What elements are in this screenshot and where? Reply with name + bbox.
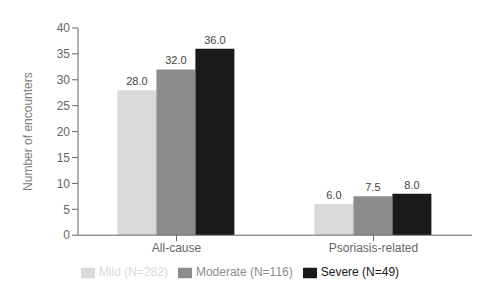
svg-text:0: 0 xyxy=(63,228,70,242)
svg-text:Number of encounters: Number of encounters xyxy=(21,72,35,191)
svg-text:15: 15 xyxy=(57,151,71,165)
svg-text:5: 5 xyxy=(63,203,70,217)
html-text:Severe (N=49): Severe (N=49) xyxy=(320,265,400,280)
svg-text:36.0: 36.0 xyxy=(204,34,225,46)
svg-text:30: 30 xyxy=(57,73,71,87)
html-text:Moderate (N=116): Moderate (N=116) xyxy=(195,265,293,280)
svg-text:32.0: 32.0 xyxy=(165,54,186,66)
svg-text:28.0: 28.0 xyxy=(126,75,147,87)
svg-text:20: 20 xyxy=(57,125,71,139)
svg-text:40: 40 xyxy=(57,21,71,35)
html-text:Mild (N=282): Mild (N=282) xyxy=(98,265,168,280)
svg-text:8.0: 8.0 xyxy=(404,179,419,191)
svg-text:7.5: 7.5 xyxy=(365,181,380,193)
svg-text:All-cause: All-cause xyxy=(152,241,202,255)
svg-text:Psoriasis-related: Psoriasis-related xyxy=(329,241,418,255)
svg-text:6.0: 6.0 xyxy=(326,189,341,201)
svg-text:25: 25 xyxy=(57,99,71,113)
svg-text:35: 35 xyxy=(57,47,71,61)
svg-text:10: 10 xyxy=(57,177,71,191)
